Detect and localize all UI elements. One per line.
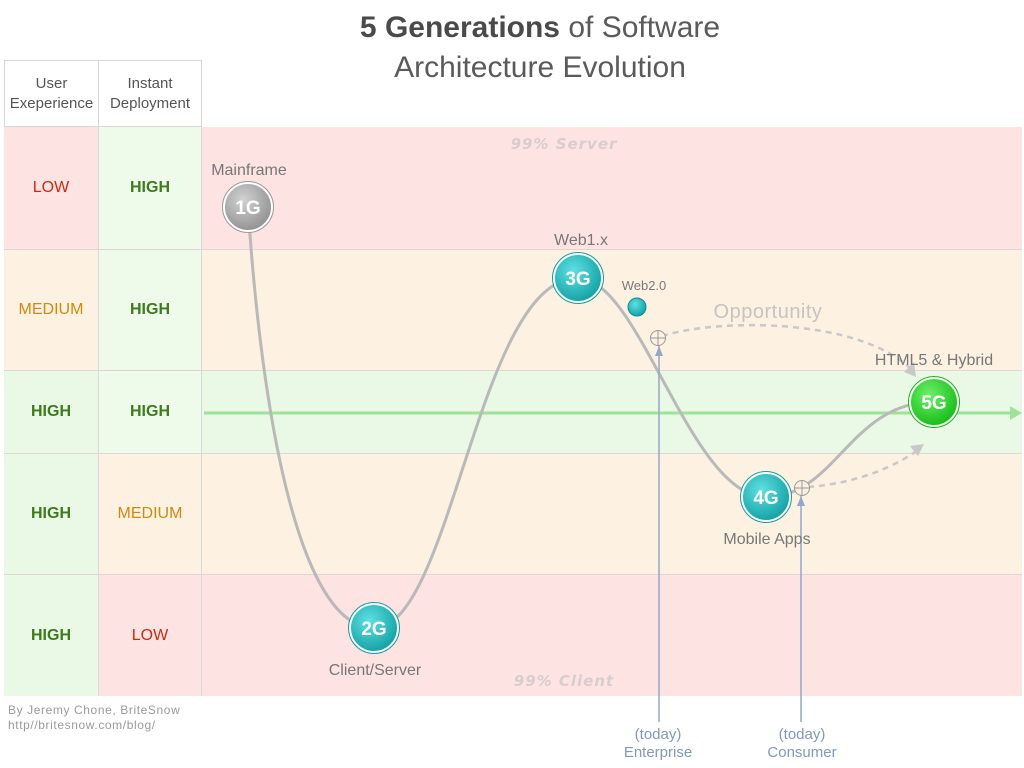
- row-4-deploy: MEDIUM: [99, 454, 202, 574]
- gen-2g-label: Client/Server: [329, 662, 422, 679]
- row-2-ux: MEDIUM: [4, 250, 99, 370]
- title-bold: 5 Generations: [359, 11, 560, 44]
- enterprise-crosshair-icon: [650, 330, 666, 346]
- header-deploy-line1: Instant: [127, 74, 173, 92]
- today-enterprise-line2: Enterprise: [624, 744, 692, 761]
- gen-3g-badge: 3G: [565, 269, 590, 290]
- gen-1g-node: 1G: [222, 181, 274, 233]
- gen-5g-badge: 5G: [921, 393, 946, 414]
- row-5-ux: HIGH: [4, 575, 99, 696]
- gen-3g-node: 3G: [552, 252, 604, 304]
- gen-1g-label: Mainframe: [211, 162, 287, 179]
- today-consumer-line2: Consumer: [767, 744, 836, 761]
- gen-5g-node: 5G: [908, 376, 960, 428]
- row-2: MEDIUM HIGH: [4, 250, 1022, 371]
- row-2-deploy: HIGH: [99, 250, 202, 370]
- row-3-deploy: HIGH: [99, 371, 202, 453]
- title-rest: of Software: [560, 11, 721, 44]
- gen-2g-badge: 2G: [361, 619, 386, 640]
- gen-4g-badge: 4G: [753, 488, 778, 509]
- today-enterprise-line1: (today): [635, 726, 682, 743]
- credit-author: By Jeremy Chone, BriteSnow: [8, 703, 181, 717]
- gen-2g-node: 2G: [348, 602, 400, 654]
- row-1-ux: LOW: [4, 127, 99, 249]
- row-4-ux: HIGH: [4, 454, 99, 574]
- title-line2: Architecture Evolution: [394, 51, 686, 84]
- consumer-crosshair-icon: [794, 480, 810, 496]
- row-5: HIGH LOW: [4, 575, 1022, 696]
- author-credit: By Jeremy Chone, BriteSnow http//britesn…: [8, 703, 180, 733]
- gen-4g-node: 4G: [740, 471, 792, 523]
- opportunity-arrow-lower-head-icon: [910, 444, 924, 456]
- diagram-title: 5 Generations of Software Architecture E…: [300, 8, 780, 88]
- gen-3g-label: Web1.x: [554, 232, 608, 249]
- web20-dot: [627, 297, 647, 317]
- today-consumer-arrow-icon: [797, 496, 805, 506]
- opportunity-arrow-upper: [661, 323, 913, 371]
- header-ux-line2: Exeperience: [9, 94, 94, 112]
- baseline-arrow-head-icon: [1010, 406, 1022, 420]
- opportunity-arrow-upper-head-icon: [904, 362, 916, 377]
- row-5-deploy: LOW: [99, 575, 202, 696]
- row-3-ux: HIGH: [4, 371, 99, 453]
- credit-url: http//britesnow.com/blog/: [8, 718, 156, 732]
- opportunity-arrow-lower: [807, 448, 919, 489]
- web20-label: Web2.0: [622, 278, 667, 293]
- band-client-label: 99% Client: [514, 672, 614, 690]
- header-instant-deployment: Instant Deployment: [98, 60, 202, 127]
- gen-5g-label: HTML5 & Hybrid: [875, 352, 993, 369]
- gen-1g-badge: 1G: [235, 198, 260, 219]
- row-4: HIGH MEDIUM: [4, 454, 1022, 575]
- header-ux-line1: User: [35, 74, 68, 92]
- row-1: LOW HIGH: [4, 127, 1022, 250]
- header-deploy-line2: Deployment: [109, 94, 191, 112]
- today-enterprise-arrow-icon: [655, 346, 663, 356]
- band-server-label: 99% Server: [511, 135, 618, 153]
- row-1-deploy: HIGH: [99, 127, 202, 249]
- gen-4g-label: Mobile Apps: [723, 531, 810, 548]
- today-consumer-line1: (today): [779, 726, 826, 743]
- opportunity-label: Opportunity: [714, 301, 823, 323]
